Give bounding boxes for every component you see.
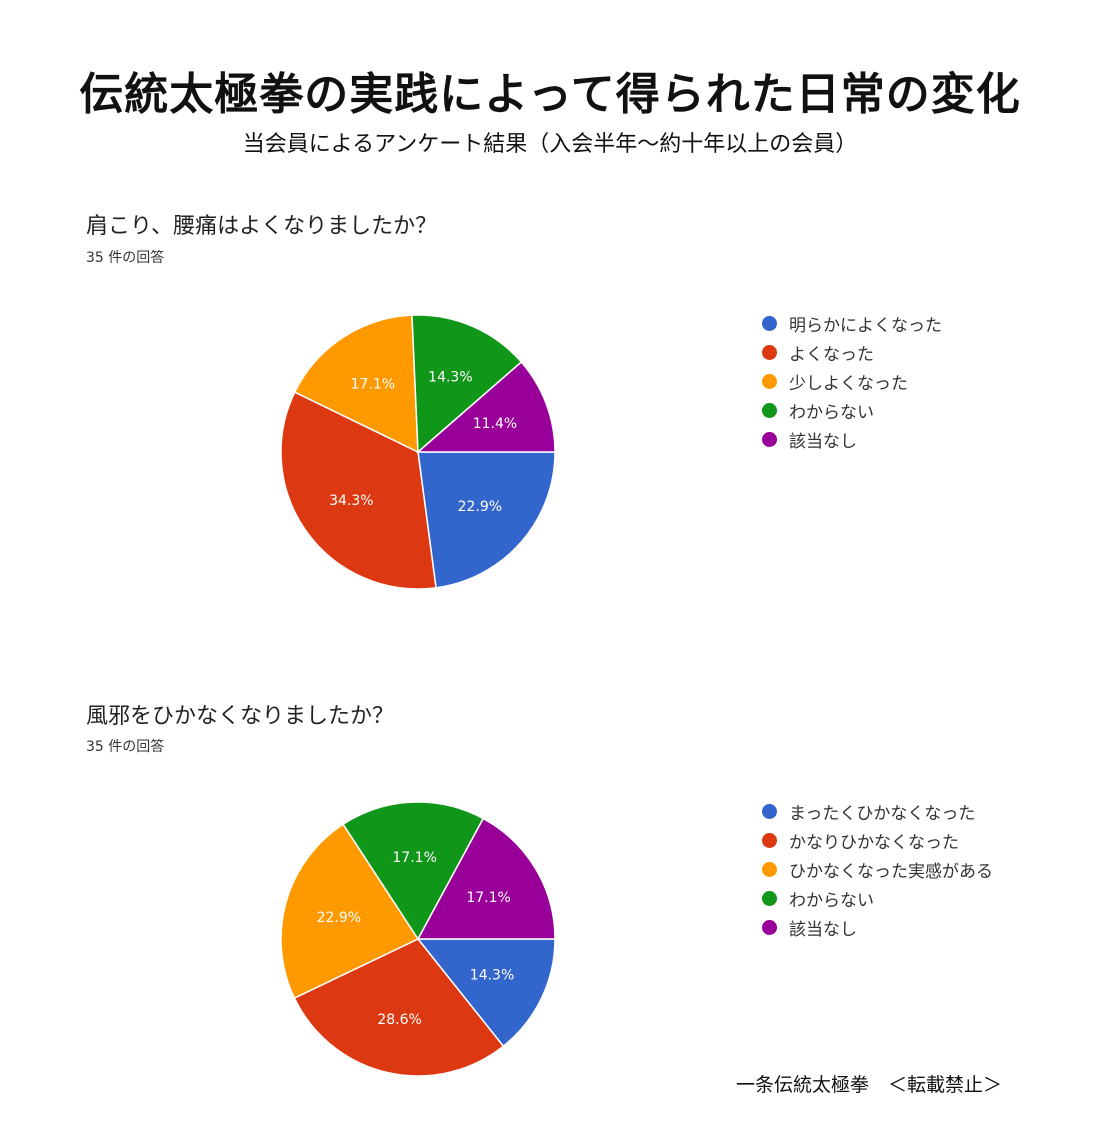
chart-2-legend: まったくひかなくなった かなりひかなくなったひかなくなった実感がある わからない該当…	[762, 797, 993, 942]
pie-slice-label-4: 17.1%	[392, 850, 436, 866]
pie-slice-4	[411, 314, 523, 454]
chart-1-response-count: 35 件の回答	[86, 250, 165, 266]
legend-item-5: 該当なし	[762, 425, 942, 454]
legend-label: わからない	[789, 403, 874, 423]
pie-slice-1	[417, 451, 556, 589]
legend-swatch	[762, 862, 777, 877]
pie-slice-label-3: 17.1%	[351, 376, 395, 392]
legend-swatch	[762, 833, 777, 848]
pie-slice-5	[416, 817, 556, 940]
chart-2-response-count: 35 件の回答	[86, 739, 165, 755]
pie-slice-label-2: 28.6%	[377, 1012, 421, 1028]
main-title: 伝統太極拳の実践によって得られた日常の変化	[79, 69, 1021, 120]
legend-item-4: わからない	[762, 884, 993, 913]
legend-item-1: まったくひかなくなった	[762, 797, 993, 826]
chart-1-legend: 明らかによくなった よくなった少しよくなった わからない該当なし	[762, 309, 942, 454]
legend-swatch	[762, 345, 777, 360]
legend-swatch	[762, 374, 777, 389]
chart-1-question: 肩こり、腰痛はよくなりましたか？	[86, 214, 438, 239]
pie-slice-label-5: 17.1%	[466, 890, 510, 906]
chart-2-pie: 14.3% 28.6% 22.9% 17.1% 17.1%	[280, 801, 556, 1077]
pie-slice-label-4: 14.3%	[428, 369, 472, 385]
legend-label: 明らかによくなった	[789, 316, 942, 336]
legend-label: わからない	[789, 891, 874, 911]
legend-swatch	[762, 316, 777, 331]
pie-slice-3	[280, 823, 420, 1000]
pie-slice-label-1: 14.3%	[470, 968, 514, 984]
legend-label: かなりひかなくなった	[789, 833, 959, 853]
legend-label: よくなった	[789, 345, 874, 365]
pie-slice-label-3: 22.9%	[317, 910, 361, 926]
legend-item-5: 該当なし	[762, 913, 993, 942]
legend-item-3: ひかなくなった実感がある	[762, 855, 993, 884]
legend-item-3: 少しよくなった	[762, 367, 942, 396]
legend-swatch	[762, 920, 777, 935]
legend-label: 該当なし	[789, 920, 857, 940]
legend-swatch	[762, 804, 777, 819]
pie-slice-label-5: 11.4%	[473, 416, 517, 432]
copyright-footer: 一条伝統太極拳 ＜転載禁止＞	[736, 1074, 1003, 1096]
pie-slice-5	[415, 360, 556, 453]
legend-item-1: 明らかによくなった	[762, 309, 942, 338]
pie-slice-1	[416, 938, 556, 1048]
sub-title: 当会員によるアンケート結果（入会半年～約十年以上の会員）	[242, 132, 858, 157]
legend-swatch	[762, 403, 777, 418]
legend-label: まったくひかなくなった	[789, 804, 976, 824]
pie-slice-3	[293, 314, 419, 454]
legend-item-2: よくなった	[762, 338, 942, 367]
legend-label: 該当なし	[789, 432, 857, 452]
chart-2-question: 風邪をひかなくなりましたか？	[86, 704, 395, 729]
pie-slice-label-2: 34.3%	[329, 493, 373, 509]
legend-swatch	[762, 432, 777, 447]
pie-slice-2	[280, 391, 437, 590]
chart-1-pie: 22.9% 34.3% 17.1% 14.3% 11.4%	[280, 314, 556, 590]
legend-swatch	[762, 891, 777, 906]
legend-label: ひかなくなった実感がある	[789, 862, 993, 882]
legend-label: 少しよくなった	[789, 374, 908, 394]
legend-item-4: わからない	[762, 396, 942, 425]
pie-slice-label-1: 22.9%	[458, 499, 502, 515]
legend-item-2: かなりひかなくなった	[762, 826, 993, 855]
pie-slice-4	[342, 801, 485, 941]
